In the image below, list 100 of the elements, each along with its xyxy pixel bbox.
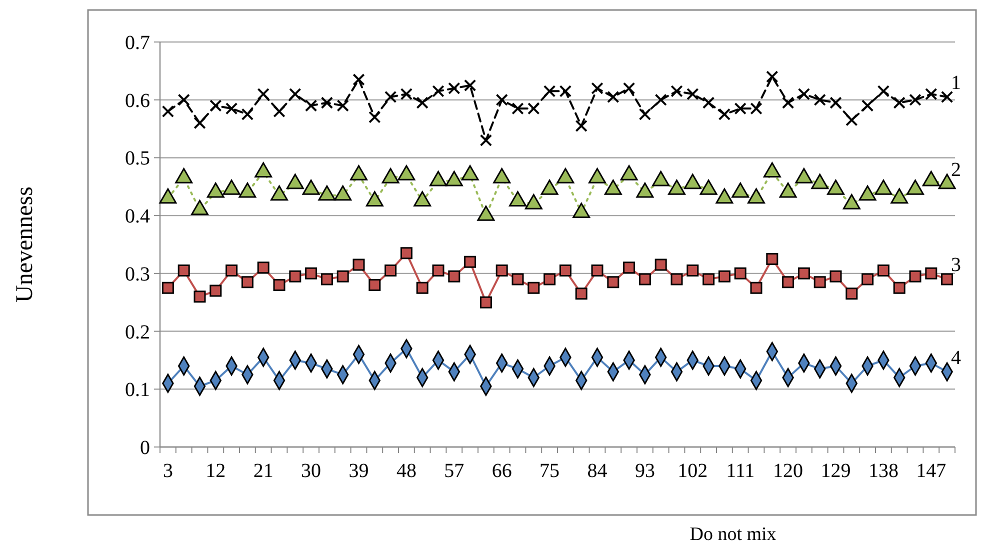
y-tick-label: 0.6 [125,90,150,112]
point [400,88,413,100]
point [909,94,922,106]
y-tick-label: 0.2 [125,321,150,344]
point [846,288,858,300]
point [718,108,731,120]
series-label: 4 [951,346,962,369]
point [623,262,636,274]
point [416,282,428,294]
point [257,88,270,100]
point [591,264,604,277]
x-tick-label: 84 [587,460,608,482]
point [384,90,397,104]
point [273,105,286,118]
point [782,96,794,109]
point [528,102,540,115]
point [686,264,699,277]
point [638,273,651,286]
point [368,279,381,291]
point [941,273,954,286]
point [734,267,746,280]
point [750,102,762,115]
point [448,82,460,94]
x-tick-label: 30 [301,460,322,482]
y-tick-label: 0 [140,437,150,459]
x-tick-label: 93 [634,460,655,482]
point [162,105,174,118]
point [702,96,715,109]
x-tick-label: 12 [206,460,226,482]
point [925,88,938,100]
point [909,270,922,282]
point [925,267,938,280]
x-tick-label: 75 [540,460,560,482]
point [194,116,206,130]
series-label: 3 [951,254,962,276]
point [241,108,254,120]
point [654,258,667,271]
point [607,90,620,104]
point [559,85,572,98]
point [622,82,636,94]
x-tick-label: 147 [916,460,946,482]
point [670,85,683,98]
point [798,267,810,280]
point [480,296,492,308]
point [416,96,428,109]
point [670,273,683,286]
point [273,279,286,291]
point [607,276,620,288]
x-tick-label: 66 [492,460,512,482]
point [877,264,890,277]
y-tick-label: 0.1 [125,379,150,402]
point [638,108,652,120]
point [480,134,492,146]
point [543,85,556,98]
point [305,267,318,280]
y-tick-label: 0.4 [125,206,150,228]
x-tick-label: 102 [678,460,708,482]
point [304,100,318,112]
point [448,270,460,282]
x-tick-label: 48 [396,460,416,482]
point [940,90,954,104]
point [750,282,762,294]
point [846,114,858,126]
point [862,273,874,286]
point [798,88,810,100]
point [734,102,746,115]
point [686,88,699,100]
point [766,252,778,265]
point [893,96,906,109]
x-tick-label: 57 [444,460,464,482]
point [289,270,302,282]
point [782,276,794,288]
point [162,282,174,294]
series-label: 1 [951,72,962,94]
point [336,270,349,282]
point [512,273,524,286]
x-tick-label: 39 [348,460,369,482]
point [336,100,349,112]
point [384,264,397,277]
point [575,120,588,132]
point [814,276,826,288]
x-tick-label: 21 [253,460,274,482]
y-tick-label: 0.3 [125,263,150,286]
point [352,258,365,271]
point [512,102,524,115]
point [496,264,508,277]
y-tick-label: 0.7 [125,32,150,54]
x-tick-label: 111 [726,460,755,482]
point [814,94,826,106]
point [320,96,334,109]
point [194,290,206,303]
y-axis-title: Unevenness [12,186,38,302]
point [241,276,254,288]
point [591,82,604,94]
x-tick-label: 120 [773,460,804,482]
point [654,94,667,106]
point [496,94,508,106]
point [226,264,238,277]
point [257,262,270,274]
point [830,270,842,282]
